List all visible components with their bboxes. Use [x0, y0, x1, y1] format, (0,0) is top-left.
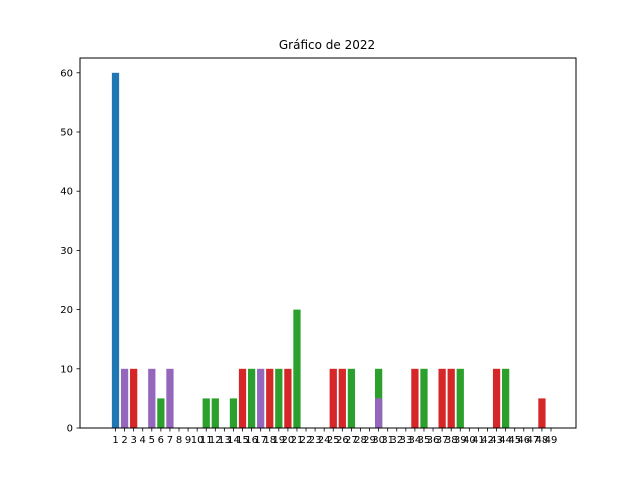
x-tick-label: 5 — [149, 435, 155, 446]
x-tick-label: 27 — [345, 435, 358, 446]
bars-group — [111, 72, 546, 429]
x-tick-label: 33 — [399, 435, 412, 446]
bar-48-red — [538, 398, 546, 428]
x-tick-label: 26 — [336, 435, 349, 446]
bar-17-purple — [257, 368, 265, 428]
x-tick-label: 32 — [390, 435, 403, 446]
bar-7-purple — [166, 368, 174, 428]
bar-27-green — [347, 368, 356, 428]
x-tick-label: 40 — [463, 435, 476, 446]
x-tick-label: 2 — [121, 435, 127, 446]
x-tick-label: 30 — [372, 435, 385, 446]
x-tick-label: 46 — [517, 435, 530, 446]
x-tick-label: 13 — [218, 435, 231, 446]
x-tick-label: 43 — [490, 435, 503, 446]
x-tick-label: 15 — [236, 435, 249, 446]
x-tick-label: 28 — [354, 435, 367, 446]
bar-11-green — [202, 398, 210, 428]
y-tick-label: 0 — [67, 424, 73, 435]
bar-26-red — [338, 368, 346, 428]
bar-34-red — [411, 368, 419, 428]
x-tick-label: 12 — [209, 435, 222, 446]
x-tick-label: 17 — [254, 435, 267, 446]
y-tick-label: 50 — [60, 128, 73, 139]
x-tick-label: 22 — [300, 435, 313, 446]
x-tick-label: 38 — [445, 435, 458, 446]
bar-5-purple — [148, 368, 156, 428]
y-tick-label: 10 — [60, 364, 73, 375]
x-tick-label: 31 — [381, 435, 394, 446]
y-tick-label: 60 — [60, 68, 73, 79]
x-axis-ticks: 1 2 3 4 5 6 7 8 9 1011121314151617181920212223242… — [112, 428, 557, 446]
x-tick-label: 39 — [454, 435, 467, 446]
x-tick-label: 3 — [130, 435, 136, 446]
bar-6-green — [157, 398, 165, 428]
x-tick-label: 49 — [545, 435, 558, 446]
x-tick-label: 9 — [185, 435, 191, 446]
bar-39-green — [456, 368, 464, 428]
x-tick-label: 37 — [436, 435, 449, 446]
x-tick-label: 10 — [191, 435, 204, 446]
bar-16-green — [247, 368, 256, 428]
x-tick-label: 20 — [282, 435, 295, 446]
bar-3-red — [130, 368, 138, 428]
bar-44-green — [502, 368, 510, 428]
x-tick-label: 21 — [291, 435, 304, 446]
x-tick-label: 4 — [140, 435, 146, 446]
x-tick-label: 41 — [472, 435, 485, 446]
bar-25-red — [329, 368, 337, 428]
bar-18-red — [266, 368, 274, 428]
x-tick-label: 19 — [272, 435, 285, 446]
x-tick-label: 16 — [245, 435, 258, 446]
bar-35-green — [420, 368, 428, 428]
x-tick-label: 29 — [363, 435, 376, 446]
x-tick-label: 36 — [427, 435, 440, 446]
x-tick-label: 11 — [200, 435, 213, 446]
bar-2-purple — [120, 368, 129, 428]
bar-21-green — [293, 309, 301, 428]
x-tick-label: 7 — [167, 435, 173, 446]
x-tick-label: 24 — [318, 435, 331, 446]
x-tick-label: 45 — [508, 435, 521, 446]
bar-1-blue — [111, 72, 120, 429]
bar-43-red — [492, 368, 501, 428]
x-tick-label: 1 — [112, 435, 118, 446]
x-tick-label: 25 — [327, 435, 340, 446]
y-tick-label: 20 — [60, 305, 73, 316]
bar-38-red — [447, 368, 455, 428]
x-tick-label: 23 — [309, 435, 322, 446]
x-tick-label: 18 — [263, 435, 276, 446]
x-tick-label: 35 — [418, 435, 431, 446]
bar-19-green — [275, 368, 283, 428]
plot-frame — [79, 57, 577, 429]
x-tick-label: 42 — [481, 435, 494, 446]
bar-14-green — [229, 398, 238, 428]
x-tick-label: 47 — [526, 435, 539, 446]
x-tick-label: 44 — [499, 435, 512, 446]
bar-20-red — [284, 368, 292, 428]
y-tick-label: 30 — [60, 246, 73, 257]
x-tick-label: 6 — [158, 435, 164, 446]
chart-title: Gráfico de 2022 — [279, 38, 375, 52]
bar-12-green — [211, 398, 219, 428]
y-tick-label: 40 — [60, 187, 73, 198]
x-tick-label: 34 — [409, 435, 422, 446]
bar-15-red — [238, 368, 247, 428]
x-tick-label: 14 — [227, 435, 240, 446]
bar-30-purple — [374, 398, 383, 428]
x-tick-label: 8 — [176, 435, 182, 446]
y-axis-ticks: 0 10 20 30 40 50 60 — [60, 68, 80, 435]
bar-37-red — [438, 368, 446, 428]
x-tick-label: 48 — [536, 435, 549, 446]
